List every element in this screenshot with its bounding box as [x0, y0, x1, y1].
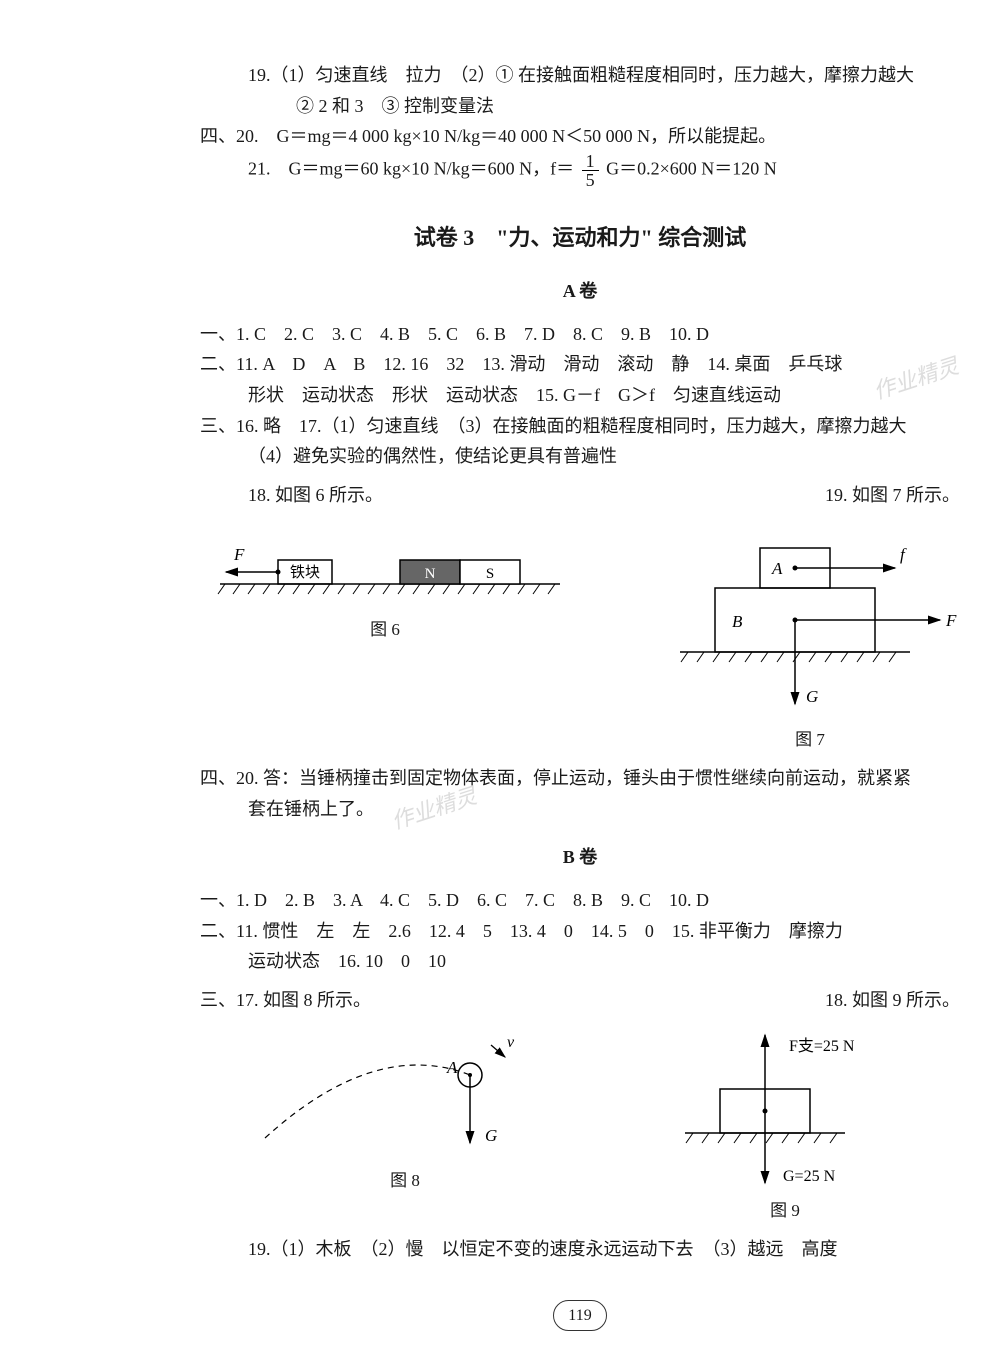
a-part3b: （4）避免实验的偶然性，使结论更具有普遍性	[200, 441, 960, 472]
a-part4b: 套在锤柄上了。	[200, 794, 960, 825]
b18-ref: 18. 如图 9 所示。	[825, 985, 960, 1016]
fig9-Fup: F支=25 N	[789, 1037, 855, 1055]
fig6-caption: 图 6	[370, 616, 400, 645]
a-part2a: 二、11. A D A B 12. 16 32 13. 滑动 滑动 滚动 静 1…	[200, 349, 960, 380]
fig9-svg: F支=25 N G=25 N	[665, 1023, 905, 1193]
fig6-iron: 铁块	[290, 564, 320, 581]
numerator: 1	[582, 152, 599, 171]
figure-6: 铁块 N S F 图 6	[200, 522, 570, 645]
fig7-G: G	[806, 687, 818, 706]
a-part4a: 四、20. 答：当锤柄撞击到固定物体表面，停止运动，锤头由于惯性继续向前运动，就…	[200, 763, 960, 794]
a18-ref: 18. 如图 6 所示。	[200, 480, 383, 511]
b-section-label: B 卷	[200, 842, 960, 873]
figures-8-9: A v G 图 8	[200, 1023, 960, 1226]
fig8-A: A	[446, 1058, 458, 1077]
b-part3: 三、17. 如图 8 所示。	[200, 985, 371, 1016]
a-part1: 一、1. C 2. C 3. C 4. B 5. C 6. B 7. D 8. …	[200, 319, 960, 350]
b-part2b: 运动状态 16. 10 0 10	[200, 946, 960, 977]
fig8-caption: 图 8	[390, 1167, 420, 1196]
fig9-Gdown: G=25 N	[783, 1168, 836, 1185]
fig7-caption: 图 7	[795, 726, 825, 755]
eq21-post: G＝0.2×600 N＝120 N	[606, 158, 777, 178]
a19-ref: 19. 如图 7 所示。	[825, 480, 960, 511]
fig6-F: F	[233, 545, 245, 564]
denominator: 5	[582, 171, 599, 189]
fig7-f: f	[900, 545, 907, 564]
page-number-pill: 119	[553, 1300, 606, 1331]
fig-row-6-7: 18. 如图 6 所示。 19. 如图 7 所示。	[200, 480, 960, 515]
fig6-N: N	[425, 566, 436, 582]
eq21-pre: 21. G＝mg＝60 kg×10 N/kg＝600 N，f＝	[248, 158, 574, 178]
fig7-F: F	[945, 611, 957, 630]
fig8-svg: A v G	[255, 1023, 555, 1163]
figure-7: B A f F G 图 7	[660, 522, 960, 755]
fig9-caption: 图 9	[770, 1197, 800, 1226]
a-section-label: A 卷	[200, 276, 960, 307]
fig8-G: G	[485, 1126, 497, 1145]
a-part2b: 形状 运动状态 形状 运动状态 15. G－f G＞f 匀速直线运动	[200, 380, 960, 411]
fig6-S: S	[486, 566, 494, 582]
answer-20: 四、20. G＝mg＝4 000 kg×10 N/kg＝40 000 N＜50 …	[200, 121, 960, 152]
fig7-B: B	[732, 612, 743, 631]
fraction-1-5: 1 5	[582, 152, 599, 189]
answer-19a: 19.（1）匀速直线 拉力 （2）① 在接触面粗糙程度相同时，压力越大，摩擦力越…	[200, 60, 960, 91]
answer-19b: ② 2 和 3 ③ 控制变量法	[200, 91, 960, 122]
b19: 19.（1）木板 （2）慢 以恒定不变的速度永远运动下去 （3）越远 高度	[200, 1234, 960, 1265]
fig6-svg: 铁块 N S F	[200, 522, 570, 612]
fig7-svg: B A f F G	[660, 522, 960, 722]
figures-6-7: 铁块 N S F 图 6	[200, 522, 960, 755]
fig8-v: v	[507, 1034, 515, 1051]
fig7-A: A	[771, 559, 783, 578]
page-content: 19.（1）匀速直线 拉力 （2）① 在接触面粗糙程度相同时，压力越大，摩擦力越…	[200, 60, 960, 1331]
page-number: 119	[200, 1299, 960, 1331]
b-part1: 一、1. D 2. B 3. A 4. C 5. D 6. C 7. C 8. …	[200, 885, 960, 916]
a-part3a: 三、16. 略 17.（1）匀速直线 （3）在接触面的粗糙程度相同时，压力越大，…	[200, 411, 960, 442]
exam3-title: 试卷 3 "力、运动和力" 综合测试	[200, 219, 960, 256]
answer-21: 21. G＝mg＝60 kg×10 N/kg＝600 N，f＝ 1 5 G＝0.…	[200, 152, 960, 189]
figure-8: A v G 图 8	[255, 1023, 555, 1196]
fig-row-8-9-refs: 三、17. 如图 8 所示。 18. 如图 9 所示。	[200, 985, 960, 1016]
b-part2a: 二、11. 惯性 左 左 2.6 12. 4 5 13. 4 0 14. 5 0…	[200, 916, 960, 947]
figure-9: F支=25 N G=25 N 图 9	[665, 1023, 905, 1226]
